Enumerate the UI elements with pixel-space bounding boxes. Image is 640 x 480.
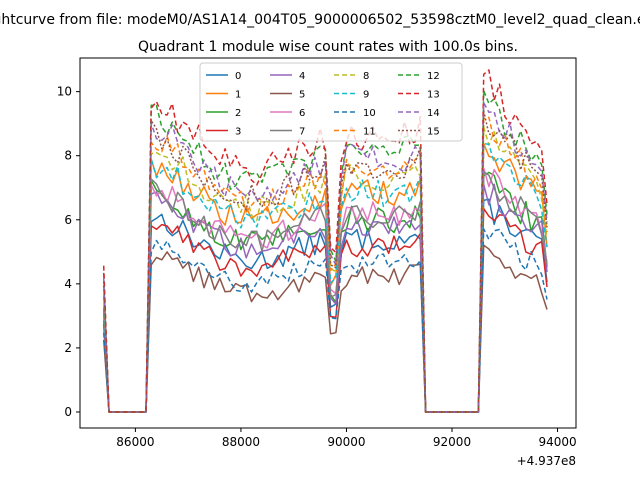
legend-label-1: 1 xyxy=(235,90,241,101)
x-tick-label: 86000 xyxy=(116,435,154,449)
y-tick-label: 4 xyxy=(64,277,72,291)
x-tick-label: 88000 xyxy=(222,435,260,449)
legend-label-11: 11 xyxy=(363,127,376,138)
legend-label-12: 12 xyxy=(427,71,440,82)
legend-label-5: 5 xyxy=(299,90,305,101)
series-line-15 xyxy=(102,110,548,413)
y-tick-label: 10 xyxy=(57,85,72,99)
legend-label-7: 7 xyxy=(299,127,305,138)
y-tick-label: 8 xyxy=(64,149,72,163)
legend-label-0: 0 xyxy=(235,71,241,82)
figure-suptitle: Lightcurve from file: modeM0/AS1A14_004T… xyxy=(0,12,640,28)
legend-label-14: 14 xyxy=(427,108,440,119)
legend-label-6: 6 xyxy=(299,108,305,119)
x-tick-label: 94000 xyxy=(538,435,576,449)
legend-label-13: 13 xyxy=(427,90,440,101)
plot-frame xyxy=(79,57,577,429)
legend-label-2: 2 xyxy=(235,108,241,119)
legend-box xyxy=(199,62,463,142)
series-line-8 xyxy=(102,126,548,413)
y-tick-label: 2 xyxy=(64,341,72,355)
legend-label-4: 4 xyxy=(299,71,305,82)
series-layer xyxy=(102,69,548,413)
legend-label-9: 9 xyxy=(363,90,369,101)
series-line-10 xyxy=(102,228,548,413)
y-axis: 0 2 4 6 8 10 xyxy=(57,85,80,419)
legend-label-15: 15 xyxy=(427,127,440,138)
x-axis: 86000 88000 90000 92000 94000 xyxy=(116,428,577,449)
x-offset-label: +4.937e8 xyxy=(517,454,576,468)
y-tick-label: 6 xyxy=(64,213,72,227)
legend-label-3: 3 xyxy=(235,127,241,138)
y-tick-label: 0 xyxy=(64,405,72,419)
x-tick-label: 90000 xyxy=(327,435,365,449)
legend-label-10: 10 xyxy=(363,108,376,119)
chart-title: Quadrant 1 module wise count rates with … xyxy=(138,39,518,55)
x-tick-label: 92000 xyxy=(433,435,471,449)
legend-label-8: 8 xyxy=(363,71,369,82)
